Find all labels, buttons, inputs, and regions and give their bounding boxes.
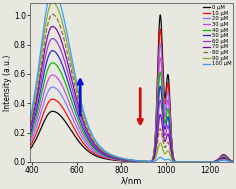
Y-axis label: Intensity (a.u.): Intensity (a.u.) <box>4 55 13 111</box>
Legend: 0 μM, 10 μM, 20 μM, 30 μM, 40 μM, 50 μM, 60 μM, 70 μM, 80 μM, 90 μM, 100 μM: 0 μM, 10 μM, 20 μM, 30 μM, 40 μM, 50 μM,… <box>202 5 232 67</box>
X-axis label: λ/nm: λ/nm <box>121 177 142 186</box>
